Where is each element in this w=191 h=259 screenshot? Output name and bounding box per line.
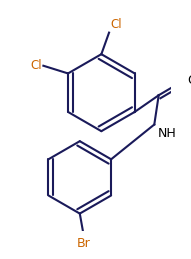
Text: NH: NH (158, 127, 177, 140)
Text: Cl: Cl (30, 59, 42, 72)
Text: Cl: Cl (111, 18, 122, 31)
Text: Br: Br (77, 238, 91, 250)
Text: O: O (187, 74, 191, 87)
